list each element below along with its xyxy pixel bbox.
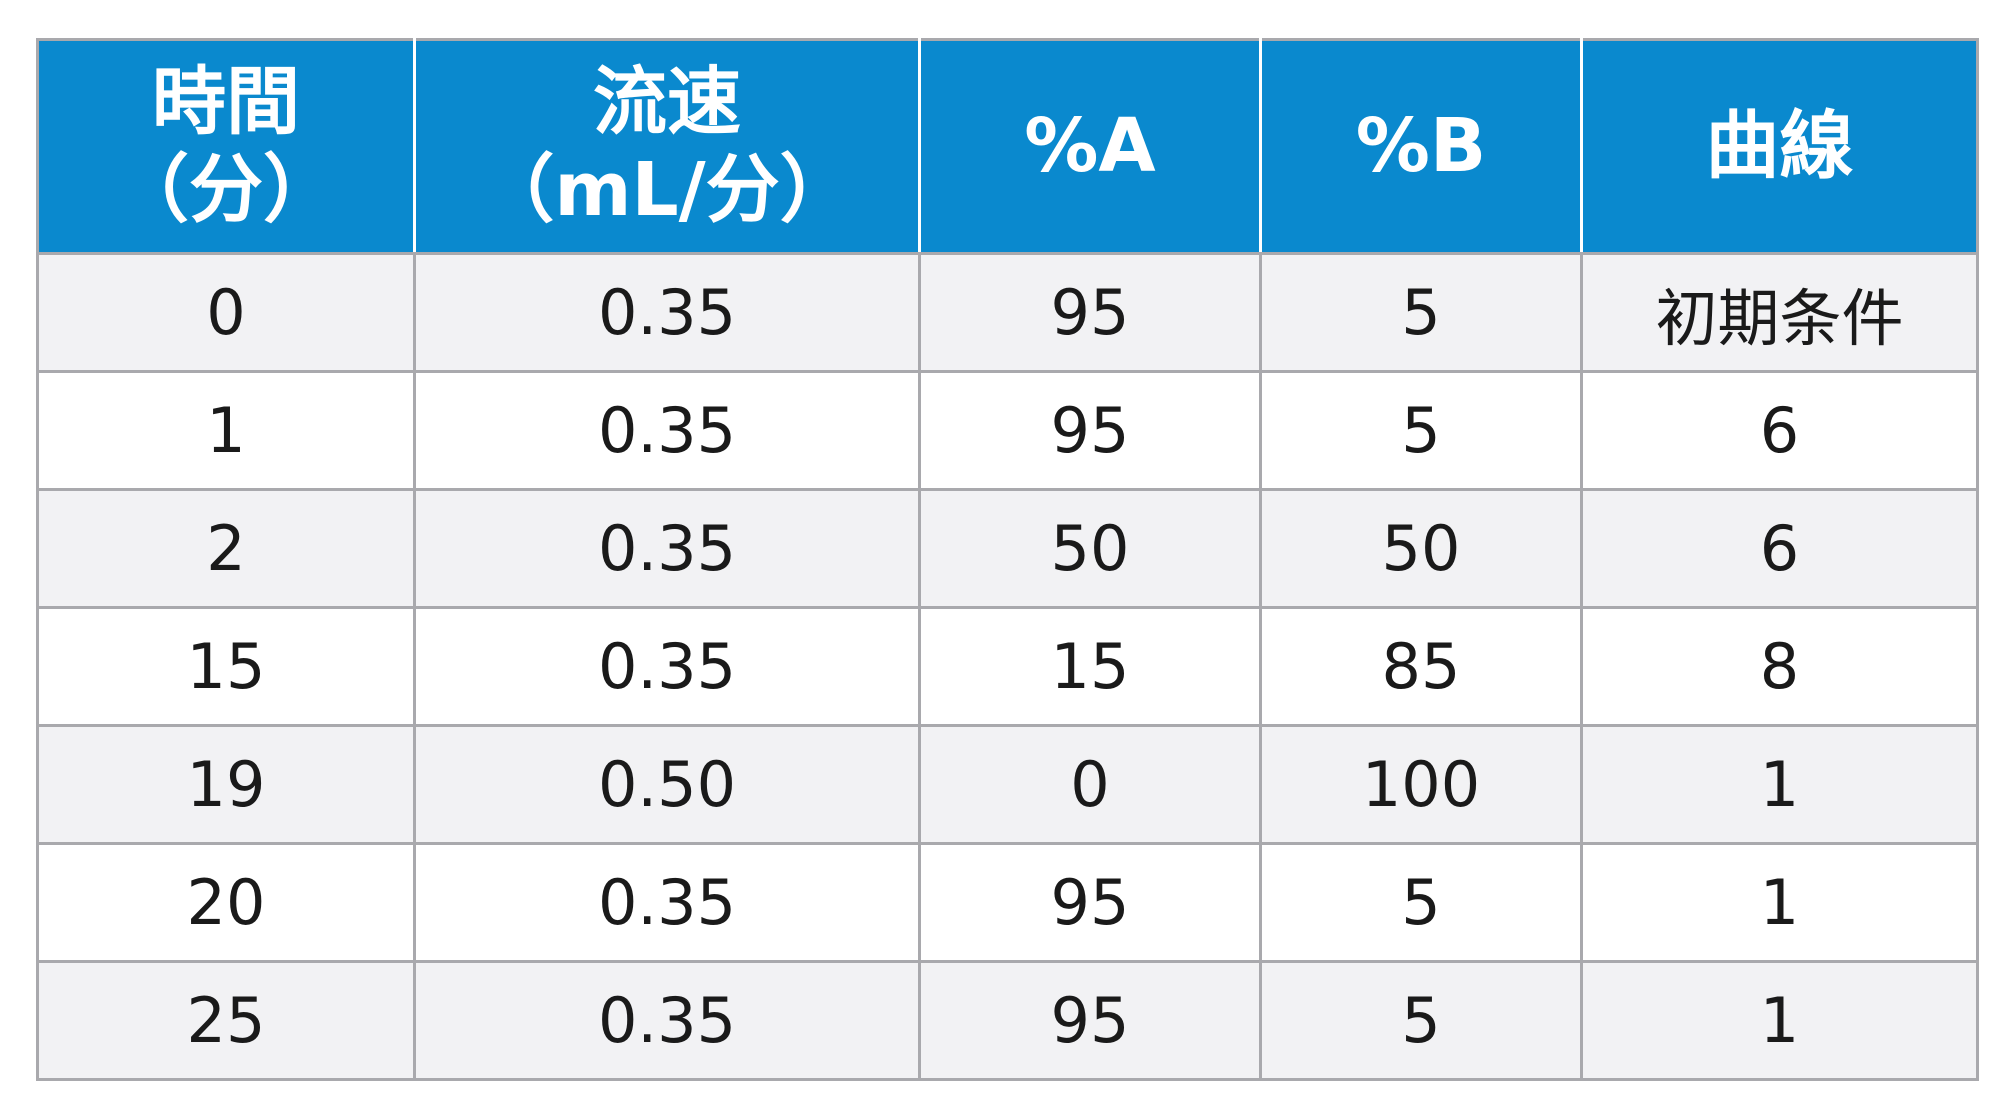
cell-flow-rate: 0.35 (413, 252, 921, 373)
cell-percent-a: 95 (918, 252, 1262, 373)
table-row: 25 0.35 95 5 1 (36, 960, 1979, 1081)
header-time-unit: （分） (115, 146, 337, 233)
gradient-table: 時間 （分） 流速 （mL/分） %A %B 曲線 0 0.35 95 5 初期… (36, 38, 1979, 1081)
cell-percent-a: 0 (918, 724, 1262, 845)
cell-time: 25 (36, 960, 416, 1081)
cell-percent-a: 50 (918, 488, 1262, 609)
cell-time: 15 (36, 606, 416, 727)
table-row: 15 0.35 15 85 8 (36, 606, 1979, 727)
cell-flow-rate: 0.35 (413, 842, 921, 963)
header-curve: 曲線 (1580, 39, 1978, 255)
header-percent-a-label: %A (1024, 102, 1156, 189)
cell-time: 0 (36, 252, 416, 373)
table-row: 0 0.35 95 5 初期条件 (36, 252, 1979, 373)
table-row: 2 0.35 50 50 6 (36, 488, 1979, 609)
header-flow-rate-label: 流速 (593, 59, 741, 146)
table-row: 19 0.50 0 100 1 (36, 724, 1979, 845)
header-percent-a: %A (918, 39, 1262, 255)
header-flow-rate: 流速 （mL/分） (413, 39, 921, 255)
cell-percent-a: 95 (918, 370, 1262, 491)
cell-percent-a: 95 (918, 960, 1262, 1081)
cell-curve: 6 (1580, 488, 1979, 609)
cell-percent-a: 15 (918, 606, 1262, 727)
header-percent-b-label: %B (1355, 102, 1487, 189)
cell-percent-b: 5 (1259, 842, 1583, 963)
header-row: 時間 （分） 流速 （mL/分） %A %B 曲線 (37, 39, 1978, 255)
cell-time: 1 (36, 370, 416, 491)
cell-curve: 1 (1580, 960, 1979, 1081)
header-flow-rate-unit: （mL/分） (480, 146, 854, 233)
cell-flow-rate: 0.50 (413, 724, 921, 845)
cell-percent-b: 85 (1259, 606, 1583, 727)
table-row: 1 0.35 95 5 6 (36, 370, 1979, 491)
cell-flow-rate: 0.35 (413, 488, 921, 609)
cell-flow-rate: 0.35 (413, 960, 921, 1081)
cell-percent-b: 5 (1259, 252, 1583, 373)
cell-percent-a: 95 (918, 842, 1262, 963)
cell-curve: 8 (1580, 606, 1979, 727)
cell-percent-b: 50 (1259, 488, 1583, 609)
cell-curve: 1 (1580, 842, 1979, 963)
cell-time: 2 (36, 488, 416, 609)
cell-flow-rate: 0.35 (413, 606, 921, 727)
cell-time: 20 (36, 842, 416, 963)
cell-curve: 初期条件 (1580, 252, 1979, 373)
cell-curve: 1 (1580, 724, 1979, 845)
table-row: 20 0.35 95 5 1 (36, 842, 1979, 963)
cell-flow-rate: 0.35 (413, 370, 921, 491)
header-time: 時間 （分） (37, 39, 416, 255)
header-curve-label: 曲線 (1705, 102, 1854, 189)
cell-percent-b: 100 (1259, 724, 1583, 845)
cell-time: 19 (36, 724, 416, 845)
header-time-label: 時間 (152, 59, 300, 146)
cell-percent-b: 5 (1259, 370, 1583, 491)
header-percent-b: %B (1259, 39, 1583, 255)
cell-percent-b: 5 (1259, 960, 1583, 1081)
cell-curve: 6 (1580, 370, 1979, 491)
